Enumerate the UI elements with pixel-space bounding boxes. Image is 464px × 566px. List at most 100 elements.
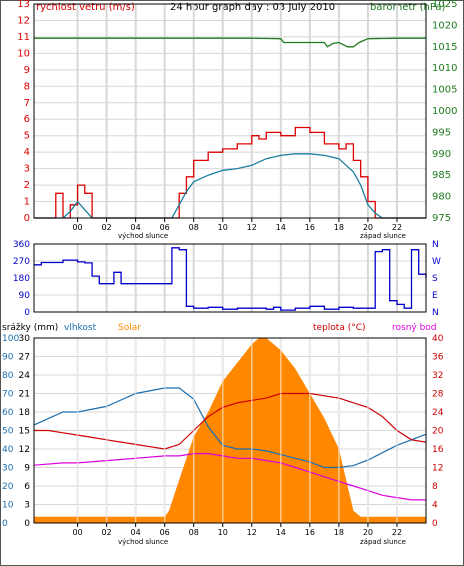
axis-tick-label: 18	[19, 408, 31, 418]
axis-tick-label: 12	[17, 15, 30, 26]
hour-tick-label: 04	[131, 528, 141, 537]
dewpoint-line	[33, 453, 426, 501]
axis-tick-label: 1020	[432, 20, 457, 31]
solar-area	[34, 338, 426, 523]
axis-tick-label: 2	[24, 180, 30, 191]
hour-tick-label: 18	[334, 223, 344, 232]
temperature-axis-title: teplota (°C)	[313, 323, 366, 333]
axis-tick-label: 20	[2, 482, 14, 492]
axis-tick-label: 7	[24, 98, 30, 109]
axis-tick-label: 1	[24, 197, 30, 208]
axis-tick-label: 980	[432, 192, 451, 203]
axis-tick-label: S	[432, 274, 438, 284]
axis-tick-label: 27	[19, 353, 30, 363]
axis-tick-label: 15	[19, 427, 30, 437]
axis-tick-label: 6	[24, 114, 30, 125]
axis-tick-label: 270	[13, 257, 30, 267]
axis-tick-label: 12	[19, 445, 30, 455]
axis-tick-label: 40	[432, 334, 444, 344]
humidity-axis-ticks: 0 10 20 30 40 50 60 70 80 90 100	[2, 334, 19, 529]
axis-tick-label: 8	[432, 482, 438, 492]
axis-tick-label: 24	[432, 408, 444, 418]
axis-tick-label: N	[432, 308, 439, 318]
axis-tick-label: 50	[2, 427, 14, 437]
axis-tick-label: 80	[2, 371, 14, 381]
panel1-grid	[34, 4, 426, 218]
hour-tick-label: 04	[131, 223, 141, 232]
panel2-grid	[34, 244, 426, 312]
dewpoint-legend: rosný bod	[392, 323, 437, 333]
axis-tick-label: 90	[2, 353, 14, 363]
axis-tick-label: 9	[24, 464, 30, 474]
axis-tick-label: 1015	[432, 42, 457, 53]
axis-tick-label: 360	[13, 240, 30, 250]
axis-tick-label: 90	[19, 291, 31, 301]
axis-tick-label: 1005	[432, 85, 457, 96]
hour-tick-label: 02	[101, 528, 111, 537]
hour-tick-label: 08	[189, 528, 199, 537]
axis-tick-label: 28	[432, 390, 444, 400]
hour-tick-label: 12	[247, 223, 257, 232]
hour-tick-label: 22	[392, 223, 402, 232]
hour-tick-label: 06	[160, 223, 170, 232]
humidity-axis-title: vlhkost	[64, 323, 97, 333]
temperature-line	[34, 392, 427, 450]
axis-tick-label: 180	[13, 274, 30, 284]
barometer-axis-title: barometr (hPa)	[370, 2, 446, 13]
axis-tick-label: 4	[24, 147, 30, 158]
hour-tick-label: 14	[276, 528, 286, 537]
axis-tick-label: E	[432, 291, 438, 301]
panel1-frame	[33, 3, 427, 219]
series-line-wind-gust	[34, 126, 426, 219]
axis-tick-label: 32	[432, 371, 443, 381]
axis-tick-label: 0	[432, 519, 438, 529]
hour-tick-label: 10	[218, 528, 228, 537]
hour-tick-label: 22	[392, 528, 402, 537]
axis-tick-label: 0	[2, 519, 8, 529]
wind-axis-title: rychlost vetru (m/s)	[36, 2, 135, 13]
axis-tick-label: 30	[2, 464, 14, 474]
axis-tick-label: 10	[17, 48, 30, 59]
hour-tick-label: 20	[363, 528, 373, 537]
hour-tick-label: 12	[247, 528, 257, 537]
axis-tick-label: 13	[17, 0, 30, 10]
axis-tick-label: 1025	[432, 0, 457, 10]
axis-tick-label: 11	[17, 32, 30, 43]
barometer-axis-ticks: 975 980 985 990 995 1000 1005 1010 1015 1020 1025	[432, 0, 457, 224]
axis-tick-label: 3	[24, 501, 30, 511]
hour-tick-label: 16	[305, 528, 315, 537]
sunset-label-bottom: západ slunce	[360, 538, 406, 546]
series-line-barometer	[34, 37, 426, 48]
hour-tick-label: 10	[218, 223, 228, 232]
temperature-axis-ticks: 0 4 8 12 16 20 24 28 32 36 40	[432, 334, 444, 529]
hour-tick-label: 02	[101, 223, 111, 232]
axis-tick-label: W	[432, 257, 441, 267]
sunset-label-top: západ slunce	[360, 232, 406, 240]
axis-tick-label: 0	[24, 308, 30, 318]
panel1-hour-ticks: 00 02 04 06 08 10 12 14 16 18 20 22	[72, 218, 402, 232]
direction-degree-ticks: 0 90 180 270 360	[13, 240, 30, 318]
hour-tick-label: 14	[276, 223, 286, 232]
axis-tick-label: 24	[19, 371, 31, 381]
axis-tick-label: 990	[432, 149, 451, 160]
panel3-series	[33, 338, 427, 523]
axis-tick-label: 1000	[432, 106, 457, 117]
axis-tick-label: 12	[432, 464, 443, 474]
axis-tick-label: 975	[432, 213, 451, 224]
axis-tick-label: 1010	[432, 63, 457, 74]
series-line-wind-direction	[34, 247, 427, 311]
axis-tick-label: 40	[2, 445, 14, 455]
sunrise-label-top: východ slunce	[118, 232, 168, 240]
panel3-frame	[33, 337, 427, 524]
axis-tick-label: 0	[24, 213, 30, 224]
hour-tick-label: 18	[334, 528, 344, 537]
humidity-line	[33, 387, 427, 469]
hour-tick-label: 00	[72, 528, 82, 537]
rain-axis-ticks: 0 3 6 9 12 15 18 21 24 27 30	[19, 334, 31, 529]
axis-tick-label: 60	[2, 408, 14, 418]
axis-tick-label: 30	[19, 334, 31, 344]
